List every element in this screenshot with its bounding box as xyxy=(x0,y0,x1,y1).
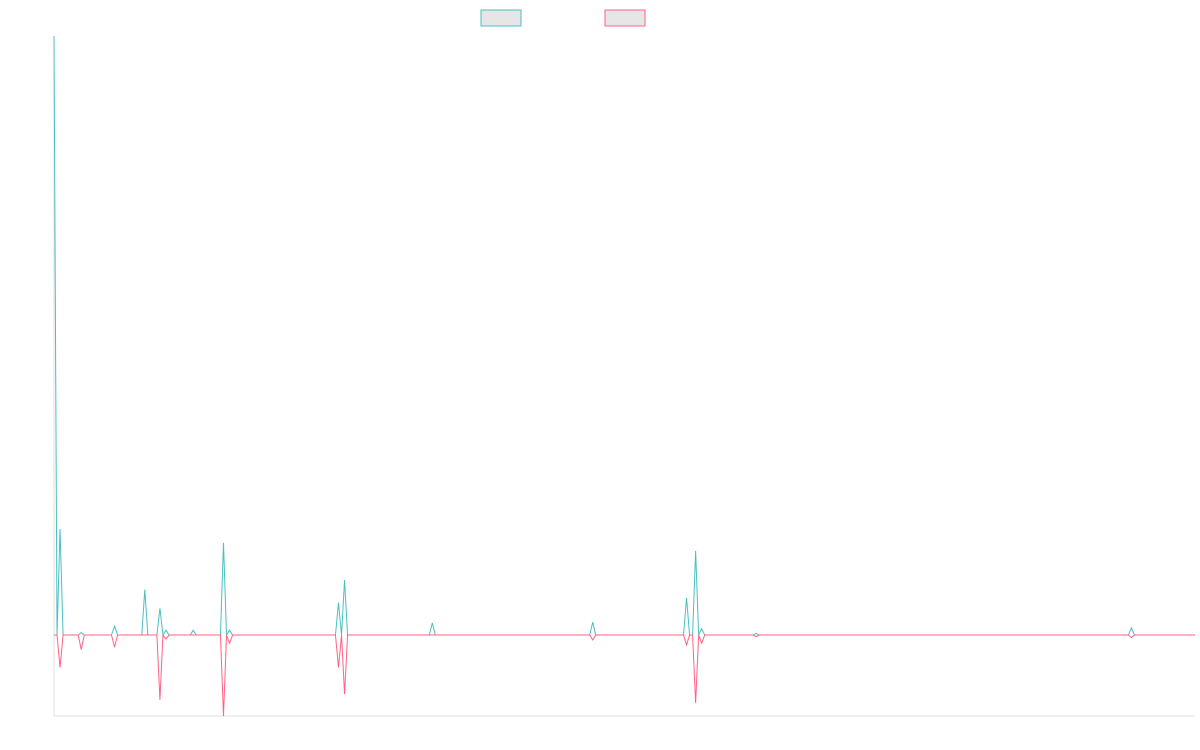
series-line-1 xyxy=(53,35,1195,637)
legend-swatch-series-1[interactable] xyxy=(480,9,522,27)
legend-swatch-series-2[interactable] xyxy=(604,9,646,27)
series-line-2 xyxy=(54,633,1195,717)
legend xyxy=(480,9,646,27)
plot-area xyxy=(53,35,1195,717)
